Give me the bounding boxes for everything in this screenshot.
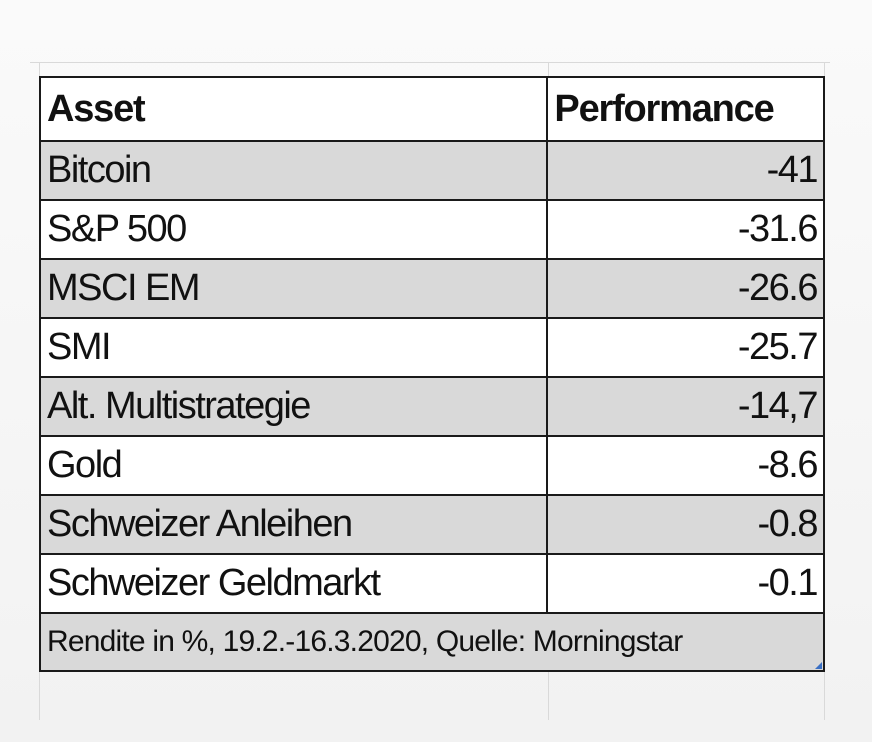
cell-performance[interactable]: -14,7	[546, 376, 825, 437]
table-row: Schweizer Geldmarkt -0.1	[38, 553, 825, 614]
cell-performance[interactable]: -26.6	[546, 258, 825, 319]
table-row: SMI -25.7	[38, 317, 825, 378]
cell-asset[interactable]: S&P 500	[38, 199, 549, 260]
table-row: Schweizer Anleihen -0.8	[38, 494, 825, 555]
cell-asset[interactable]: SMI	[38, 317, 549, 378]
table-row: Gold -8.6	[38, 435, 825, 496]
cell-asset[interactable]: Schweizer Anleihen	[38, 494, 549, 555]
footnote-row: Rendite in %, 19.2.-16.3.2020, Quelle: M…	[39, 612, 825, 672]
footnote-text: Rendite in %, 19.2.-16.3.2020, Quelle: M…	[47, 625, 683, 658]
header-row: Asset Performance	[38, 76, 825, 142]
table-row: Alt. Multistrategie -14,7	[38, 376, 825, 437]
cell-performance[interactable]: -41	[546, 140, 825, 201]
cell-asset[interactable]: Gold	[38, 435, 549, 496]
cell-performance[interactable]: -0.1	[546, 553, 825, 614]
gridline	[30, 62, 830, 63]
cell-asset[interactable]: MSCI EM	[38, 258, 549, 319]
cell-performance[interactable]: -8.6	[546, 435, 825, 496]
table-row: Bitcoin -41	[38, 140, 825, 201]
cell-performance[interactable]: -31.6	[546, 199, 825, 260]
table-row: S&P 500 -31.6	[38, 199, 825, 260]
cell-asset[interactable]: Schweizer Geldmarkt	[38, 553, 549, 614]
cell-performance[interactable]: -25.7	[546, 317, 825, 378]
performance-table: Asset Performance Bitcoin -41 S&P 500 -3…	[38, 76, 825, 672]
header-asset[interactable]: Asset	[38, 76, 549, 142]
header-performance[interactable]: Performance	[546, 76, 825, 142]
table-row: MSCI EM -26.6	[38, 258, 825, 319]
cell-performance[interactable]: -0.8	[546, 494, 825, 555]
fill-handle-icon[interactable]	[815, 662, 822, 669]
cell-asset[interactable]: Alt. Multistrategie	[38, 376, 549, 437]
footnote-cell[interactable]: Rendite in %, 19.2.-16.3.2020, Quelle: M…	[39, 612, 825, 672]
cell-asset[interactable]: Bitcoin	[38, 140, 549, 201]
